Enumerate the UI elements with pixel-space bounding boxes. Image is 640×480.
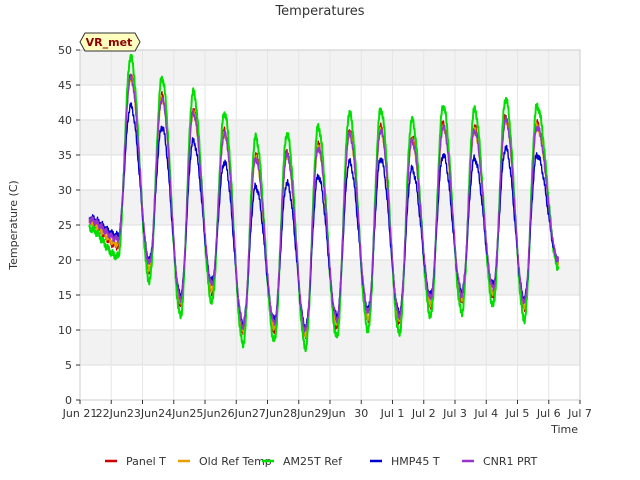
y-axis: 0 5 10 15 20 25 30 35 40 45 50 xyxy=(58,44,80,407)
x-tick-label: 28Jun xyxy=(283,407,314,420)
x-tick-label: Jul 2 xyxy=(411,407,436,420)
vr-met-annotation: VR_met xyxy=(79,32,141,52)
x-tick-label: Jul 5 xyxy=(505,407,530,420)
x-tick-label: Jun 21 xyxy=(62,407,98,420)
chart-title: Temperatures xyxy=(274,4,364,19)
x-axis-label: Time xyxy=(550,423,578,436)
y-tick-label: 50 xyxy=(58,44,72,57)
legend-label-cnr1-prt: CNR1 PRT xyxy=(483,455,538,468)
x-tick-label: 22Jun xyxy=(96,407,127,420)
series-line-cnr1-prt xyxy=(88,73,559,333)
legend-label-hmp45-t: HMP45 T xyxy=(391,455,440,468)
x-tick-label: Jul 3 xyxy=(442,407,467,420)
x-tick-label: Jul 4 xyxy=(473,407,498,420)
x-tick-label: Jul 7 xyxy=(567,407,592,420)
series-line-hmp45-t xyxy=(88,102,559,331)
annotation-box xyxy=(79,32,141,52)
legend: Panel T Old Ref Temp AM25T Ref HMP45 T CNR1 … xyxy=(105,455,538,468)
x-tick-label: Jul 1 xyxy=(380,407,405,420)
y-tick-label: 40 xyxy=(58,114,72,127)
x-tick-label: 26Jun xyxy=(221,407,252,420)
y-tick-label: 5 xyxy=(65,359,72,372)
legend-label-panel-t: Panel T xyxy=(126,455,166,468)
x-tick-label: 27Jun xyxy=(252,407,283,420)
x-tick-label: Jul 6 xyxy=(536,407,561,420)
y-tick-label: 10 xyxy=(58,324,72,337)
y-tick-label: 15 xyxy=(58,289,72,302)
x-tick-label: 24Jun xyxy=(158,407,189,420)
y-tick-label: 25 xyxy=(58,219,72,232)
legend-label-old-ref-temp: Old Ref Temp xyxy=(199,455,272,468)
annotation-label: VR_met xyxy=(86,36,133,49)
series-line-am25t-ref xyxy=(88,53,560,353)
y-tick-label: 0 xyxy=(65,394,72,407)
y-tick-label: 45 xyxy=(58,79,72,92)
x-tick-label: 29Jun xyxy=(314,407,345,420)
y-tick-label: 20 xyxy=(58,254,72,267)
y-tick-label: 35 xyxy=(58,149,72,162)
y-axis-label: Temperature (C) xyxy=(7,180,20,270)
x-tick-label: 25Jun xyxy=(189,407,220,420)
y-tick-label: 30 xyxy=(58,184,72,197)
series-lines xyxy=(88,53,560,353)
legend-label-am25t-ref: AM25T Ref xyxy=(283,455,343,468)
x-tick-label: 30 xyxy=(354,407,368,420)
x-tick-label: 23Jun xyxy=(127,407,158,420)
